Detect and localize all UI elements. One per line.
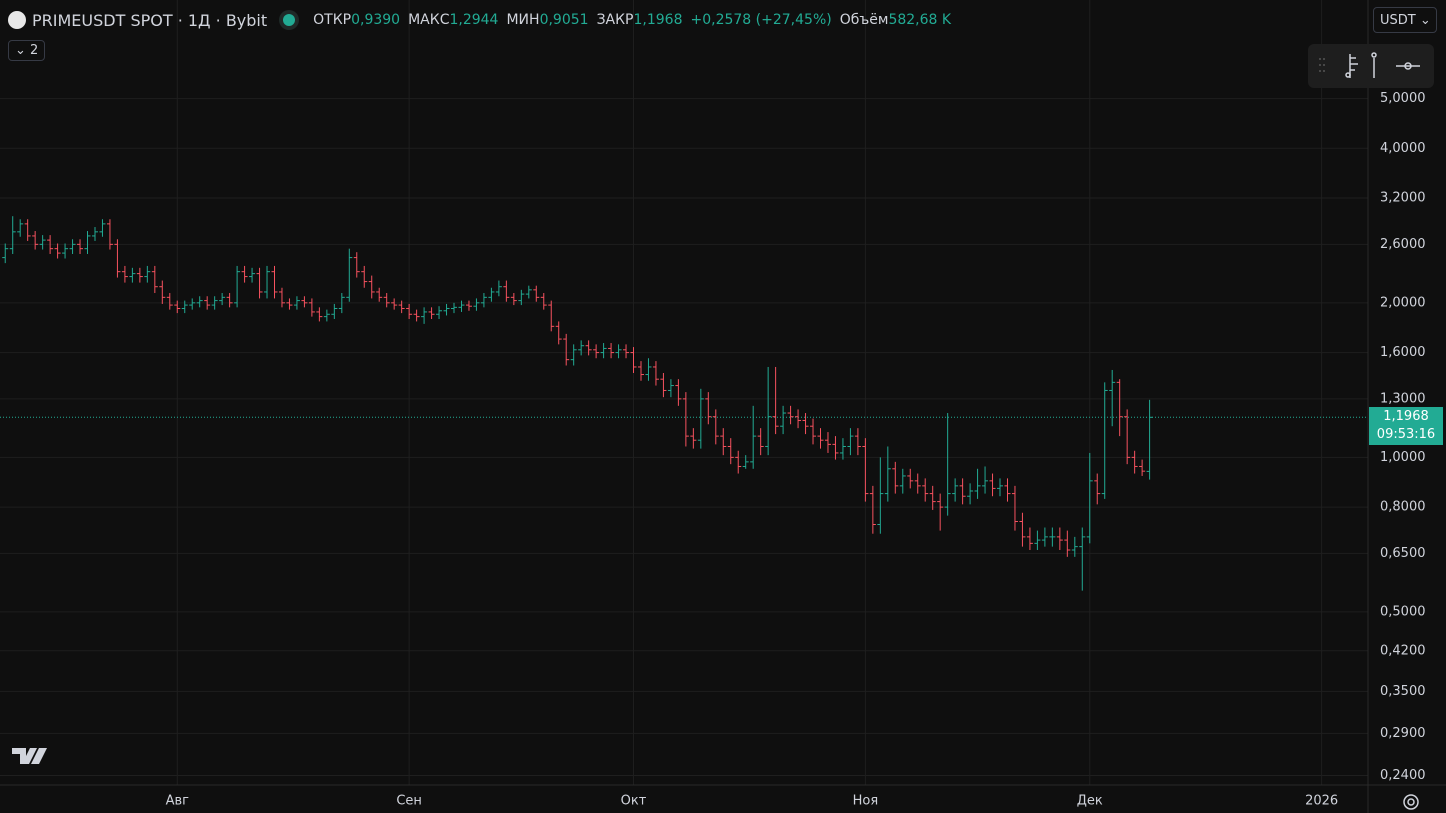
y-tick-label: 0,2400: [1380, 768, 1426, 783]
last-price-label: 1,1968 09:53:16: [1369, 407, 1443, 446]
y-tick-label: 1,6000: [1380, 345, 1426, 360]
symbol-icon: [8, 11, 26, 29]
high-label: МАКС: [408, 12, 450, 28]
change-value: +0,2578 (+27,45%): [690, 12, 832, 28]
y-tick-label: 1,3000: [1380, 391, 1426, 406]
volume-label: Объём: [839, 12, 889, 28]
y-tick-label: 0,2900: [1380, 726, 1426, 741]
x-tick-label: Авг: [166, 794, 190, 809]
y-tick-label: 1,0000: [1380, 450, 1426, 465]
open-label: ОТКР: [313, 12, 352, 28]
status-dot: [283, 14, 296, 26]
close-label: ЗАКР: [596, 12, 634, 28]
volume-value: 582,68 K: [888, 12, 952, 28]
high-value: 1,2944: [449, 12, 499, 28]
y-tick-label: 2,6000: [1380, 237, 1426, 252]
y-tick-label: 2,0000: [1380, 295, 1426, 310]
x-tick-label: Окт: [621, 794, 647, 809]
low-label: МИН: [506, 12, 540, 28]
x-tick-label: Дек: [1077, 794, 1103, 809]
y-tick-label: 4,0000: [1380, 141, 1426, 156]
last-price: 1,1968: [1383, 409, 1429, 425]
x-tick-label: Ноя: [853, 794, 879, 809]
y-tick-label: 0,6500: [1380, 546, 1426, 561]
tv-logo: [12, 748, 47, 764]
x-tick-label: 2026: [1305, 794, 1338, 809]
toolbar: [1308, 44, 1434, 88]
y-tick-label: 0,8000: [1380, 500, 1426, 515]
close-value: 1,1968: [633, 12, 683, 28]
currency: USDT: [1380, 13, 1416, 28]
indicators-toggle[interactable]: ⌄ 2: [8, 40, 46, 61]
y-tick-label: 0,5000: [1380, 604, 1426, 619]
settings-icon[interactable]: [1403, 794, 1419, 810]
symbol[interactable]: PRIMEUSDT SPOT · 1Д · Bybit: [32, 10, 268, 30]
toolbar-icons[interactable]: [1308, 44, 1434, 88]
indicators-count: 2: [30, 43, 39, 58]
low-value: 0,9051: [539, 12, 589, 28]
y-tick-label: 0,4200: [1380, 643, 1426, 658]
legend: PRIMEUSDT SPOT · 1Д · Bybit ОТКР 0,9390 М…: [8, 8, 951, 32]
y-tick-label: 3,2000: [1380, 191, 1426, 206]
currency-select[interactable]: USDT ⌄: [1373, 7, 1437, 33]
countdown: 09:53:16: [1376, 427, 1436, 443]
y-tick-label: 0,3500: [1380, 684, 1426, 699]
y-tick-label: 5,0000: [1380, 91, 1426, 106]
x-tick-label: Сен: [396, 794, 422, 809]
open-value: 0,9390: [351, 12, 401, 28]
